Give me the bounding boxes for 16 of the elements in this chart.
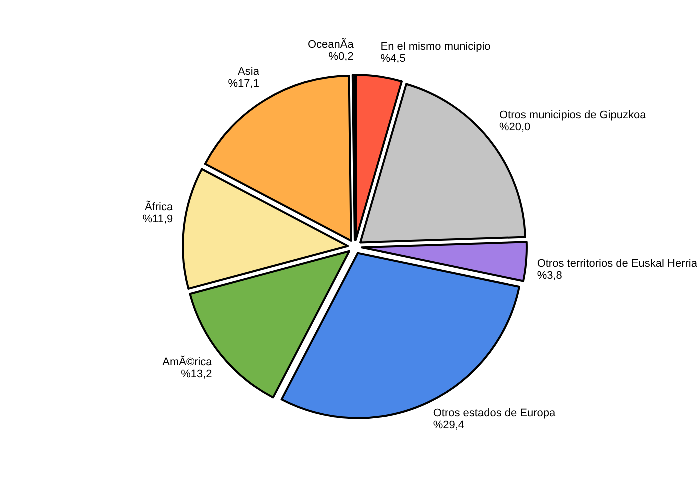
slice-label: Otros territorios de Euskal Herria xyxy=(537,258,698,270)
slice-label: Ãfrica xyxy=(145,200,174,214)
slice-label: Otros estados de Europa xyxy=(433,407,557,420)
slice-label: Otros municipios de Gipuzkoa xyxy=(499,110,648,122)
data-label: %3,8 xyxy=(537,270,562,282)
slice-label: AmÃ©rica xyxy=(162,356,214,369)
data-label: %13,2 xyxy=(181,368,212,381)
slice-label: En el mismo municipio xyxy=(380,40,491,53)
data-label: %20,0 xyxy=(499,122,531,134)
slice-label: OceanÃa xyxy=(308,38,355,52)
data-label: %17,1 xyxy=(228,78,260,90)
data-label: %4,5 xyxy=(380,52,406,65)
slice-label: Asia xyxy=(238,66,260,78)
data-label: %0,2 xyxy=(328,51,354,64)
data-label: %29,4 xyxy=(433,419,465,432)
data-label: %11,9 xyxy=(142,214,174,226)
